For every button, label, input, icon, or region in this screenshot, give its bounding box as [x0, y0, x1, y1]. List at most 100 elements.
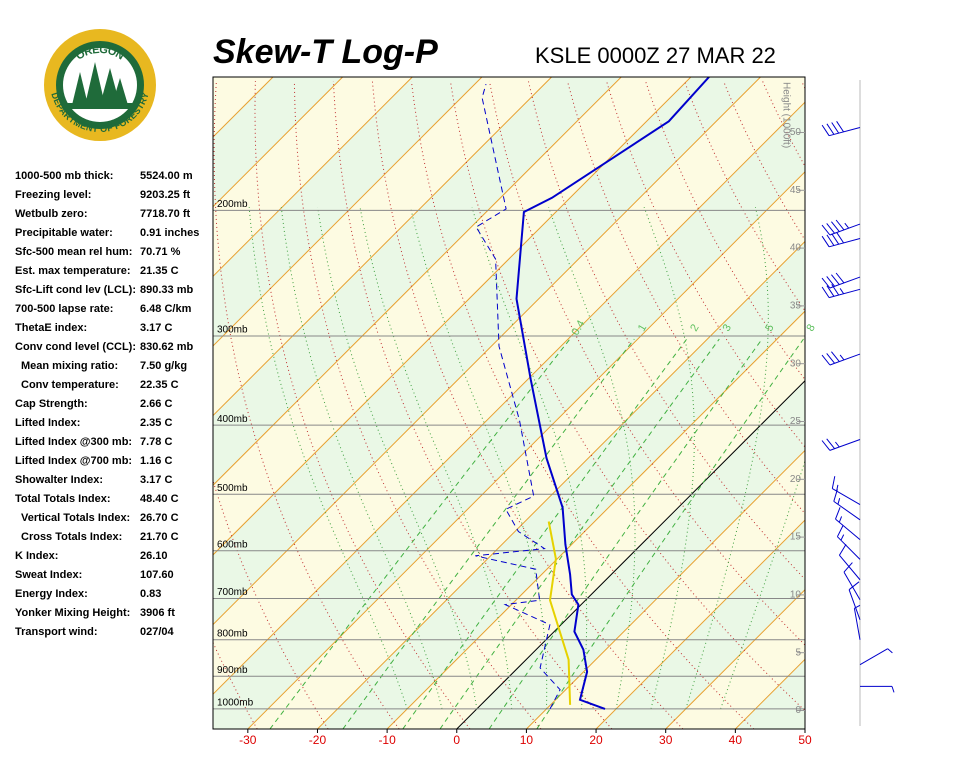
index-value: 5524.00 m: [140, 170, 193, 182]
wind-barb: [836, 525, 861, 560]
isotherm: [804, 728, 805, 729]
chart-title: Skew-T Log-P: [213, 33, 438, 71]
mixing-ratio-line: [342, 338, 635, 729]
isotherm-band: [213, 102, 805, 729]
index-label: Vertical Totals Index:: [21, 512, 130, 524]
dry-adiabat: [801, 80, 805, 90]
isotherm-band: [805, 77, 960, 729]
wind-barb: [833, 489, 861, 521]
logo: OREGON DEPARTMENT OF FORESTRY: [44, 29, 156, 141]
wind-barb: [821, 232, 861, 248]
height-label: 0: [795, 705, 801, 716]
index-label: Lifted Index:: [15, 417, 80, 429]
sounding-line: [475, 83, 561, 710]
index-label: Yonker Mixing Height:: [15, 607, 130, 619]
index-value: 830.62 mb: [140, 341, 193, 353]
wind-barb: [821, 351, 861, 366]
mixing-ratio-line: [536, 338, 804, 729]
x-tick-label: 40: [729, 733, 743, 747]
index-value: 21.70 C: [140, 531, 179, 543]
index-value: 2.35 C: [140, 417, 172, 429]
moist-adiabat: [643, 207, 695, 710]
isotherm: [213, 77, 413, 278]
index-value: 26.10: [140, 550, 168, 562]
height-label: 10: [790, 590, 802, 601]
logo-top: OREGON: [74, 44, 126, 63]
mixing-ratio-label: 2: [688, 322, 701, 333]
index-value: 3.17 C: [140, 474, 172, 486]
dry-adiabat: [880, 81, 960, 729]
index-label: K Index:: [15, 550, 58, 562]
moist-adiabat: [409, 207, 548, 709]
sounding-line: [515, 77, 710, 710]
index-value: 22.35 C: [140, 379, 179, 391]
pressure-label: 1000mb: [217, 698, 254, 709]
height-label: 15: [790, 532, 802, 543]
index-label: Sweat Index:: [15, 569, 82, 581]
index-label: Energy Index:: [15, 588, 88, 600]
index-value: 0.83: [140, 588, 161, 600]
index-label: Freezing level:: [15, 189, 91, 201]
height-label: 30: [790, 358, 802, 369]
x-tick-label: 10: [520, 733, 534, 747]
isotherm: [213, 77, 761, 626]
isotherm-band: [213, 77, 805, 695]
wind-barb: [821, 272, 861, 289]
dry-adiabat: [213, 80, 400, 729]
mixing-ratio-line: [439, 338, 720, 729]
pressure-label: 600mb: [217, 539, 248, 550]
index-value: 0.91 inches: [140, 227, 199, 239]
height-label: 25: [790, 416, 802, 427]
index-value: 1.16 C: [140, 455, 172, 467]
dry-adiabat: [371, 80, 684, 729]
index-value: 7718.70 ft: [140, 208, 190, 220]
height-label: 5: [795, 647, 801, 658]
sounding-line: [547, 521, 572, 705]
moist-adiabat: [685, 207, 769, 710]
x-tick-label: 30: [659, 733, 673, 747]
index-label: Sfc-Lift cond lev (LCL):: [15, 284, 136, 296]
index-label: Transport wind:: [15, 626, 98, 638]
moist-adiabat: [359, 207, 513, 709]
plot-frame: [212, 76, 806, 730]
logo-top-text: OREGON: [74, 44, 126, 63]
height-label: 20: [790, 474, 802, 485]
mixing-ratio-label: 3: [721, 322, 734, 333]
isotherm: [213, 101, 805, 695]
mixing-ratio-line: [269, 338, 571, 729]
isotherm: [213, 77, 344, 208]
wind-barb: [853, 604, 861, 640]
dry-adiabat: [723, 80, 805, 241]
index-value: 3.17 C: [140, 322, 172, 334]
index-value: 3906 ft: [140, 607, 175, 619]
index-label: Wetbulb zero:: [15, 208, 88, 220]
pressure-label: 700mb: [217, 587, 248, 598]
index-value: 027/04: [140, 626, 175, 638]
height-label: 45: [790, 185, 802, 196]
index-label: Cap Strength:: [15, 398, 88, 410]
isotherm: [595, 519, 805, 729]
mixing-ratio-label: 1: [636, 322, 649, 333]
isotherm: [456, 380, 805, 729]
index-value: 107.60: [140, 569, 174, 581]
dry-adiabat: [919, 81, 960, 729]
plot-lines: [213, 77, 960, 729]
isotherm: [247, 171, 805, 729]
index-label: 700-500 lapse rate:: [15, 303, 113, 315]
wind-barb: [843, 562, 861, 601]
height-label: 35: [790, 301, 802, 312]
dry-adiabat: [527, 80, 805, 581]
index-label: Conv temperature:: [21, 379, 119, 391]
isotherm: [526, 449, 805, 729]
moist-adiabat: [548, 207, 636, 709]
pressure-label: 500mb: [217, 483, 248, 494]
x-tick-label: -30: [239, 733, 257, 747]
index-label: Total Totals Index:: [15, 493, 111, 505]
isotherm: [213, 77, 483, 347]
wind-barb: [831, 476, 861, 506]
mixing-ratio-line: [488, 338, 763, 729]
dry-adiabat: [488, 80, 805, 646]
index-label: Mean mixing ratio:: [21, 360, 118, 372]
index-value: 890.33 mb: [140, 284, 193, 296]
